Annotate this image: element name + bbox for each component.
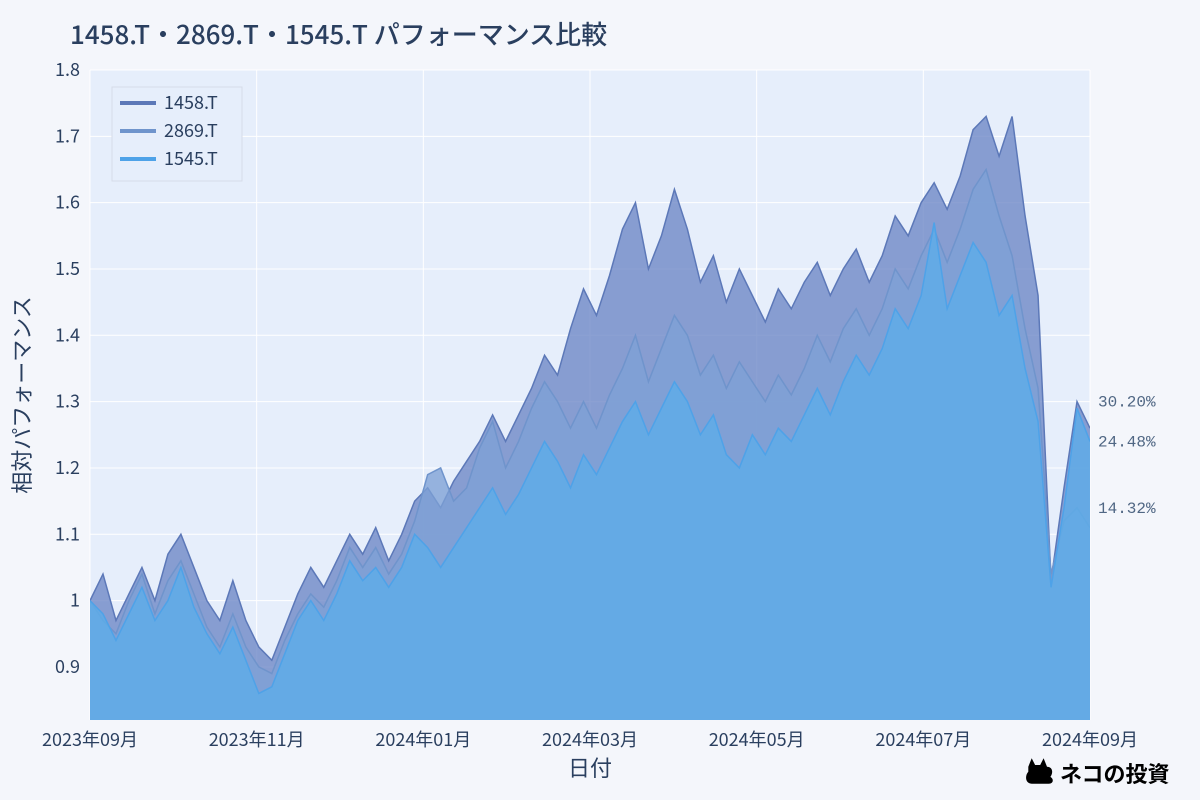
legend-label: 2869.T bbox=[164, 117, 218, 143]
y-tick-label: 1.3 bbox=[55, 388, 80, 414]
y-tick-label: 1.6 bbox=[55, 189, 80, 215]
legend-label: 1545.T bbox=[164, 145, 218, 171]
y-tick-label: 1.7 bbox=[55, 122, 80, 148]
x-tick-label: 2023年11月 bbox=[209, 726, 305, 752]
y-tick-label: 1.2 bbox=[55, 454, 80, 480]
y-tick-label: 1.4 bbox=[55, 321, 80, 347]
legend-swatch bbox=[120, 101, 156, 105]
end-label: 24.48% bbox=[1098, 433, 1156, 451]
y-tick-label: 1.1 bbox=[55, 520, 80, 546]
y-axis-title: 相対パフォーマンス bbox=[5, 296, 37, 494]
y-tick-label: 1.5 bbox=[55, 255, 80, 281]
legend-swatch bbox=[120, 129, 156, 133]
x-tick-label: 2024年09月 bbox=[1042, 726, 1138, 752]
y-tick-label: 1.8 bbox=[55, 56, 80, 82]
y-tick-label: 0.9 bbox=[55, 653, 80, 679]
chart-container: 0.9 1 1.1 1.2 1.3 1.4 1.5 1.6 1.7 1.8 2023年09月 2023… bbox=[0, 0, 1200, 800]
legend-swatch bbox=[120, 157, 156, 161]
x-tick-label: 2024年01月 bbox=[375, 726, 471, 752]
end-label: 14.32% bbox=[1098, 500, 1156, 518]
x-axis-title: 日付 bbox=[568, 751, 612, 783]
legend-label: 1458.T bbox=[164, 89, 218, 115]
chart-title: 1458.T・2869.T・1545.T パフォーマンス比較 bbox=[70, 15, 607, 52]
x-tick-label: 2024年07月 bbox=[875, 726, 971, 752]
end-label: 30.20% bbox=[1098, 394, 1156, 412]
x-tick-label: 2024年03月 bbox=[542, 726, 638, 752]
y-tick-label: 1 bbox=[70, 587, 80, 613]
attribution-text: ネコの投資 bbox=[1060, 757, 1170, 789]
x-tick-label: 2024年05月 bbox=[709, 726, 805, 752]
performance-chart: 0.9 1 1.1 1.2 1.3 1.4 1.5 1.6 1.7 1.8 2023年09月 2023… bbox=[0, 0, 1200, 800]
x-tick-label: 2023年09月 bbox=[42, 726, 138, 752]
